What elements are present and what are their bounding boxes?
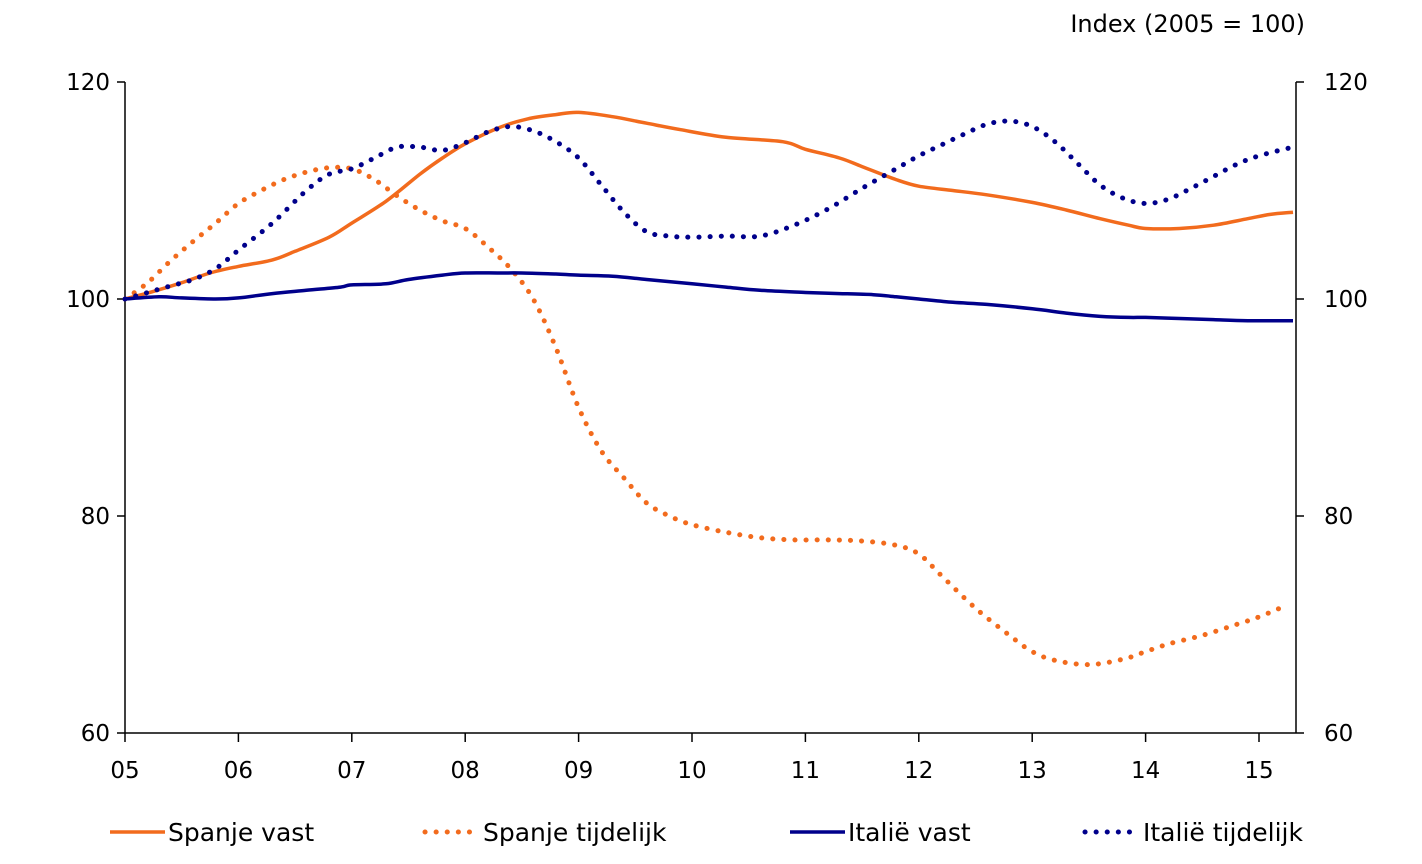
x-tick-label: 13 [1018, 758, 1047, 784]
y-tick-label-right: 60 [1324, 721, 1353, 747]
x-tick-label: 05 [110, 758, 139, 784]
series-line-spanje-vast [124, 110, 1294, 301]
x-tick-label: 07 [337, 758, 366, 784]
x-tick-label: 15 [1244, 758, 1273, 784]
x-tick-label: 10 [677, 758, 706, 784]
y-tick-label-left: 120 [66, 70, 110, 96]
x-tick-label: 14 [1131, 758, 1160, 784]
series-line-italie-vast [124, 271, 1294, 323]
y-tick-label-left: 80 [81, 504, 110, 530]
axes: 60 60 80 80 100 100 120 120 05 06 07 08 09 10 11 12 13 14… [66, 70, 1368, 784]
series-lines [122, 110, 1296, 668]
x-tick-label: 08 [451, 758, 480, 784]
x-tick-label: 12 [904, 758, 933, 784]
y-tick-label-left: 60 [81, 721, 110, 747]
unit-label: Index (2005 = 100) [1070, 10, 1305, 38]
y-tick-label-left: 100 [66, 287, 110, 313]
y-tick-label-right: 120 [1324, 70, 1368, 96]
legend: Spanje vast Spanje tijdelijk Italië vast It… [110, 818, 1303, 847]
legend-label-italie-vast: Italië vast [848, 818, 971, 847]
legend-label-spanje-tijdelijk: Spanje tijdelijk [483, 818, 667, 847]
legend-label-italie-tijdelijk: Italië tijdelijk [1143, 818, 1303, 847]
y-tick-label-right: 80 [1324, 504, 1353, 530]
series-line-spanje-tijdelijk [122, 164, 1290, 668]
series-line-italie-tijdelijk [122, 118, 1296, 302]
x-tick-label: 11 [791, 758, 820, 784]
legend-label-spanje-vast: Spanje vast [168, 818, 314, 847]
y-tick-label-right: 100 [1324, 287, 1368, 313]
x-tick-label: 06 [224, 758, 253, 784]
x-tick-label: 09 [564, 758, 593, 784]
